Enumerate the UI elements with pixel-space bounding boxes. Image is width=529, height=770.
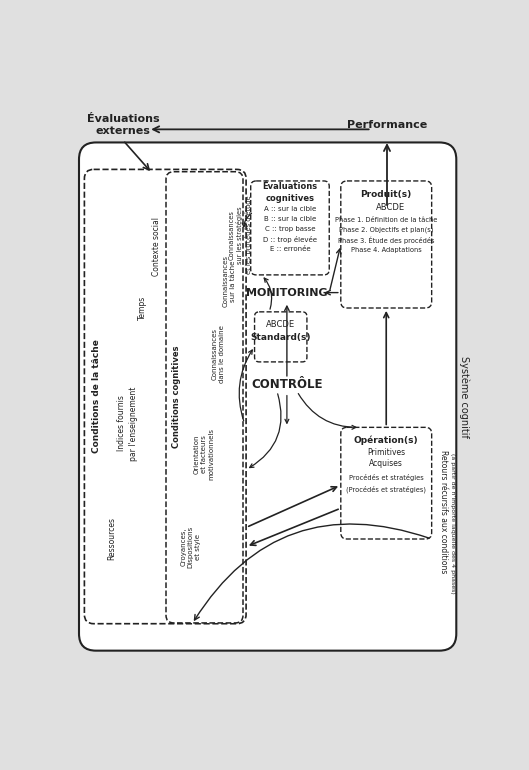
Text: ABCDE: ABCDE: [376, 203, 405, 213]
Text: Orientation
et facteurs
motivationnels: Orientation et facteurs motivationnels: [193, 428, 214, 480]
Text: Ressources: Ressources: [107, 517, 116, 561]
Text: D :: trop élevée: D :: trop élevée: [263, 236, 317, 243]
Text: Indices fournis
par l'enseignement: Indices fournis par l'enseignement: [117, 387, 138, 460]
Text: Procédés et stratégies: Procédés et stratégies: [349, 474, 424, 481]
Text: Évaluations: Évaluations: [87, 115, 159, 124]
Text: Évaluations
cognitives: Évaluations cognitives: [262, 182, 317, 203]
Text: E :: erronée: E :: erronée: [270, 246, 311, 253]
Text: externes: externes: [95, 126, 150, 136]
Text: Système cognitif: Système cognitif: [459, 356, 469, 437]
Text: Croyances,
Dispositions
et style: Croyances, Dispositions et style: [180, 526, 201, 567]
FancyBboxPatch shape: [79, 142, 457, 651]
FancyBboxPatch shape: [251, 181, 329, 275]
Text: Connaissances
dans le domaine: Connaissances dans le domaine: [212, 325, 225, 383]
Text: Connaissances
sur les stratégies
et les procédés d'étude: Connaissances sur les stratégies et les …: [228, 196, 252, 274]
Text: Phase 3. Étude des procédés: Phase 3. Étude des procédés: [338, 236, 434, 244]
Text: Phase 2. Objectifs et plan(s): Phase 2. Objectifs et plan(s): [339, 227, 433, 233]
Text: Acquises: Acquises: [369, 459, 403, 468]
FancyArrowPatch shape: [195, 524, 429, 620]
Text: CONTRÔLE: CONTRÔLE: [251, 379, 323, 391]
Text: Primitives: Primitives: [367, 448, 405, 457]
Text: MONITORING: MONITORING: [246, 288, 327, 297]
Text: Opération(s): Opération(s): [354, 436, 418, 445]
Text: (à partir de n'importe laquelle des 4 phases): (à partir de n'importe laquelle des 4 ph…: [451, 454, 456, 594]
Text: Performance: Performance: [347, 120, 427, 129]
Text: Contexte social: Contexte social: [152, 217, 161, 276]
FancyBboxPatch shape: [341, 181, 432, 308]
Text: B :: sur la cible: B :: sur la cible: [264, 216, 316, 223]
Text: Retours récursifs aux conditions: Retours récursifs aux conditions: [439, 450, 448, 574]
Text: Connaissances
sur la tâche: Connaissances sur la tâche: [222, 255, 236, 307]
FancyBboxPatch shape: [85, 169, 246, 624]
Text: C :: trop basse: C :: trop basse: [264, 226, 315, 233]
FancyBboxPatch shape: [341, 427, 432, 539]
Text: A :: sur la cible: A :: sur la cible: [264, 206, 316, 213]
FancyBboxPatch shape: [254, 312, 307, 362]
Text: Phase 1. Définition de la tâche: Phase 1. Définition de la tâche: [335, 217, 437, 223]
Text: Standard(s): Standard(s): [251, 333, 311, 342]
Text: ABCDE: ABCDE: [266, 320, 295, 330]
Text: Phase 4. Adaptations: Phase 4. Adaptations: [351, 247, 422, 253]
Text: Conditions cognitives: Conditions cognitives: [172, 345, 181, 448]
Text: Temps: Temps: [139, 296, 148, 320]
FancyBboxPatch shape: [166, 172, 243, 623]
Text: Produit(s): Produit(s): [361, 189, 412, 199]
Text: Conditions de la tâche: Conditions de la tâche: [92, 340, 101, 454]
Text: (Procédés et stratégies): (Procédés et stratégies): [346, 486, 426, 494]
